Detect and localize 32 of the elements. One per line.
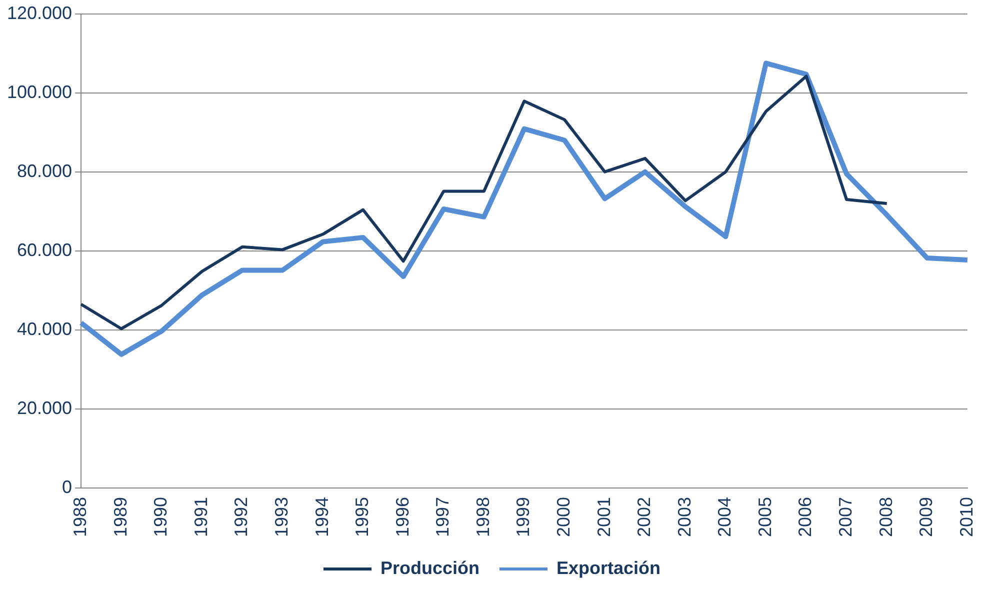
x-tick-label: 1999 (513, 496, 534, 538)
x-tick-label: 2007 (836, 496, 856, 538)
x-tick-label: 2000 (553, 496, 574, 538)
legend-label: Exportación (556, 558, 661, 578)
x-tick-label: 2002 (634, 496, 654, 538)
x-tick-label: 1994 (312, 496, 332, 538)
y-tick-label: 120.000 (6, 2, 72, 23)
x-tick-label: 1995 (352, 496, 372, 538)
x-tick-label: 1993 (271, 496, 292, 538)
x-tick-label: 1998 (472, 496, 493, 538)
y-tick-label: 20.000 (17, 398, 72, 418)
x-tick-label: 1996 (392, 496, 412, 538)
x-tick-label: 2001 (594, 496, 614, 538)
y-tick-label: 60.000 (17, 240, 72, 260)
x-tick-label: 1992 (231, 496, 252, 538)
x-tick-label: 2008 (876, 496, 896, 538)
x-tick-label: 2003 (674, 496, 694, 538)
y-tick-label: 80.000 (17, 160, 72, 181)
y-tick-label: 40.000 (17, 318, 72, 339)
x-tick-label: 2006 (795, 496, 816, 538)
y-tick-label: 0 (62, 476, 72, 497)
legend-label: Producción (380, 558, 480, 578)
x-tick-label: 1989 (110, 496, 130, 538)
x-tick-label: 1990 (150, 496, 171, 538)
x-tick-label: 1988 (70, 496, 90, 538)
x-tick-label: 2004 (714, 496, 735, 538)
x-tick-label: 2009 (916, 496, 936, 538)
x-tick-label: 1991 (190, 496, 211, 538)
x-tick-label: 2005 (754, 496, 775, 538)
y-tick-label: 100.000 (6, 82, 72, 102)
x-tick-label: 2010 (956, 496, 976, 538)
x-tick-label: 1997 (432, 496, 453, 538)
